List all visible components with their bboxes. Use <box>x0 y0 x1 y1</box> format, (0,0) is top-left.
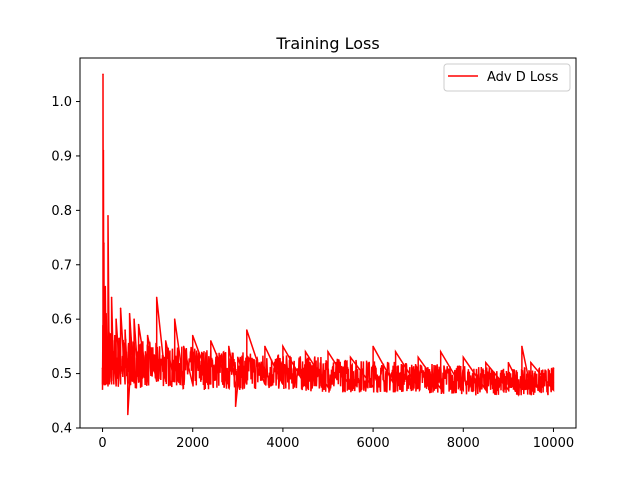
x-tick-label: 8000 <box>447 436 480 451</box>
legend-label: Adv D Loss <box>487 70 559 85</box>
data-point <box>113 351 115 353</box>
data-point <box>107 215 109 217</box>
data-point <box>234 405 237 408</box>
data-point <box>101 367 104 369</box>
y-tick-label: 1.0 <box>51 95 72 110</box>
plot-frame <box>79 57 577 429</box>
data-point <box>105 312 107 315</box>
y-axis: 0.4 0.5 0.6 0.7 0.8 0.9 1.0 <box>51 95 80 437</box>
data-point <box>155 296 158 299</box>
data-point <box>349 356 352 359</box>
legend-box <box>443 63 571 92</box>
data-point <box>119 307 122 310</box>
y-tick-label: 0.8 <box>51 204 72 219</box>
legend: Adv D Loss <box>443 63 571 92</box>
data-point <box>485 361 487 364</box>
data-point <box>372 345 374 348</box>
data-point <box>173 318 176 321</box>
data-point <box>146 334 149 337</box>
data-point <box>133 318 135 321</box>
data-point <box>102 73 104 76</box>
data-point <box>439 351 442 353</box>
data-point <box>530 361 532 364</box>
x-tick-label: 10000 <box>533 436 574 451</box>
y-tick-label: 0.4 <box>51 422 72 437</box>
y-tick-label: 0.7 <box>51 258 72 273</box>
data-point <box>246 329 248 331</box>
data-point <box>102 149 105 152</box>
data-point <box>462 356 465 359</box>
data-point <box>103 242 105 244</box>
x-tick-label: 4000 <box>266 436 299 451</box>
y-tick-label: 0.6 <box>51 313 72 328</box>
data-point <box>417 356 420 359</box>
data-point <box>521 345 523 348</box>
data-point <box>237 356 239 359</box>
data-point <box>327 351 329 353</box>
data-point <box>182 345 185 348</box>
data-point <box>115 318 117 321</box>
data-point <box>128 312 131 315</box>
data-point <box>124 329 126 331</box>
data-point <box>304 351 307 353</box>
data-point <box>210 340 212 342</box>
data-point <box>127 413 129 416</box>
data-point <box>103 383 106 386</box>
x-axis: 0 2000 4000 6000 8000 10000 <box>98 428 574 451</box>
y-tick-label: 0.9 <box>51 149 72 164</box>
data-point <box>164 340 167 342</box>
y-tick-label: 0.5 <box>51 367 72 382</box>
data-point <box>264 345 266 348</box>
data-point <box>191 334 194 337</box>
data-point <box>507 361 510 364</box>
x-tick-label: 6000 <box>357 436 390 451</box>
x-tick-label: 0 <box>98 436 106 451</box>
data-point <box>137 323 140 326</box>
data-point <box>282 345 284 348</box>
x-tick-label: 2000 <box>176 436 209 451</box>
data-point <box>104 285 107 288</box>
data-point <box>228 345 230 348</box>
data-point <box>394 351 397 353</box>
data-point <box>106 361 108 364</box>
data-point <box>552 367 555 369</box>
series-layer <box>101 73 555 416</box>
chart-title: Training Loss <box>275 34 379 53</box>
data-point <box>110 296 113 299</box>
data-point <box>108 334 111 337</box>
